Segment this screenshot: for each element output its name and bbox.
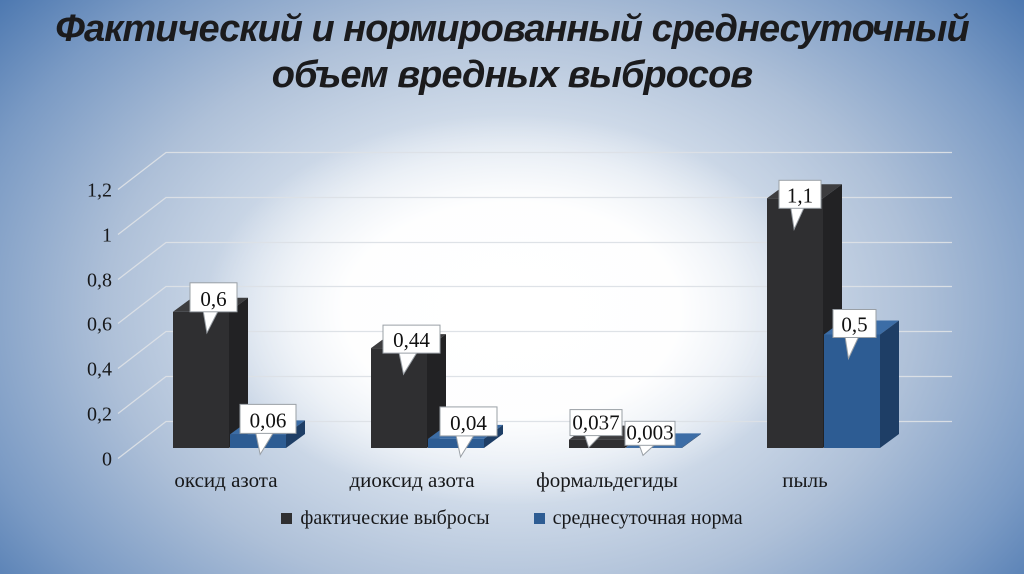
gridline	[117, 330, 952, 370]
data-label-value: 0,04	[450, 411, 487, 435]
bar-front-s0-c3	[767, 198, 823, 448]
data-label-pointer	[638, 443, 657, 457]
legend-item-0: фактические выбросы	[281, 507, 490, 530]
data-label-box	[189, 282, 238, 313]
bar-front-s0-c0	[173, 311, 229, 448]
data-label-box	[778, 179, 822, 209]
chart-legend: фактические выбросы среднесуточная норма	[0, 507, 1024, 530]
bar-front-s1-c3	[824, 334, 880, 448]
y-axis-tick-label: 1	[102, 225, 112, 247]
data-label-value: 0,6	[200, 287, 226, 311]
data-label-box	[439, 406, 498, 437]
bar-side-s1-c0	[286, 420, 305, 448]
y-axis-tick-label: 0	[102, 449, 112, 471]
gridline	[117, 285, 952, 325]
gridline	[117, 420, 952, 460]
data-label-value: 0,44	[393, 328, 430, 352]
data-label-value: 0,037	[572, 411, 619, 435]
bar-side-s1-c3	[880, 320, 899, 448]
y-axis-tick-label: 1,2	[87, 180, 112, 202]
bar-side-s1-c1	[484, 424, 503, 448]
chart-title: Фактический и нормированный среднесуточн…	[0, 6, 1024, 98]
x-axis-category-label: диоксид азота	[349, 468, 475, 492]
legend-label: фактические выбросы	[300, 507, 490, 529]
y-axis-tick-label: 0,8	[87, 270, 112, 292]
data-label-value: 1,1	[787, 183, 813, 207]
bar-front-s0-c2	[569, 439, 625, 448]
gridline	[117, 196, 952, 236]
x-axis-category-label: оксид азота	[174, 468, 278, 492]
legend-label: среднесуточная норма	[552, 507, 743, 529]
y-axis-tick-label: 0,2	[87, 404, 112, 426]
legend-marker-icon	[533, 513, 545, 524]
bar-front-s0-c1	[371, 348, 427, 448]
data-label-value: 0,003	[626, 420, 673, 444]
data-label-box	[624, 420, 676, 446]
bar-front-s1-c1	[428, 438, 484, 448]
bar-front-s1-c2	[626, 447, 682, 448]
data-label-box	[382, 324, 441, 354]
legend-item-1: среднесуточная норма	[533, 507, 743, 530]
data-label-box	[569, 409, 623, 437]
gridline	[117, 375, 952, 415]
legend-marker-icon	[281, 513, 293, 524]
y-axis-tick-label: 0,6	[87, 314, 112, 336]
data-label-value: 0,06	[250, 408, 287, 432]
data-label-box	[239, 403, 297, 434]
data-label-value: 0,5	[841, 313, 867, 337]
chart-title-line-1: Фактический и нормированный среднесуточн…	[55, 8, 969, 50]
x-axis-category-label: пыль	[782, 468, 827, 492]
chart-title-line-2: объем вредных выбросов	[271, 54, 753, 96]
x-axis-category-label: формальдегиды	[536, 468, 678, 492]
gridline	[117, 241, 952, 281]
data-label-box	[832, 309, 877, 338]
gridline	[117, 151, 952, 191]
y-axis-tick-label: 0,4	[87, 359, 112, 381]
bar-side-s1-c2	[682, 433, 701, 448]
